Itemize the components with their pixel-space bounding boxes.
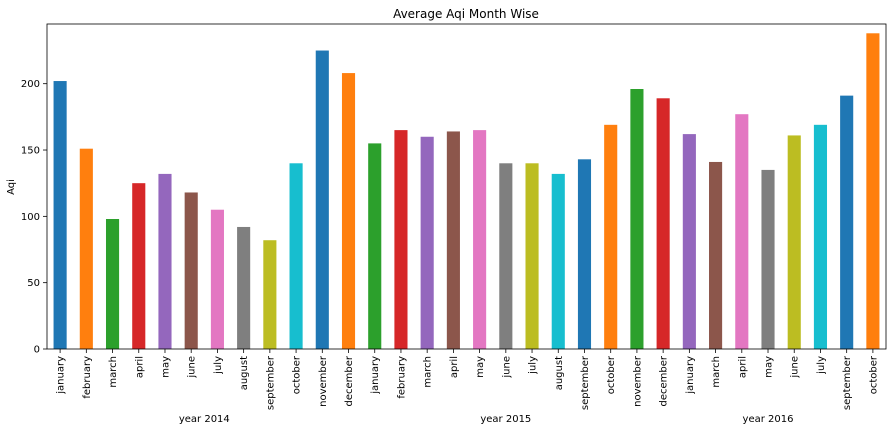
bar-1 (53, 81, 67, 349)
bars-group (53, 33, 880, 349)
bar-8 (237, 226, 251, 349)
x-axis-ticks: january february march april may june july augu… (56, 349, 879, 410)
x-tick-label: april (737, 356, 748, 378)
x-tick-label: december (659, 355, 670, 406)
bar-6 (184, 192, 198, 349)
x-tick-label: june (501, 356, 512, 379)
x-tick-label: december (344, 355, 355, 406)
y-tick-label: 200 (21, 79, 40, 90)
x-tick-label: march (423, 356, 434, 388)
year-group-label: year 2014 (179, 414, 230, 425)
bar-26 (709, 161, 723, 349)
x-tick-label: april (134, 356, 145, 378)
bar-23 (630, 89, 644, 349)
y-tick-label: 0 (34, 345, 40, 356)
y-tick-label: 150 (21, 146, 40, 157)
x-tick-label: may (475, 356, 486, 378)
bar-16 (446, 131, 460, 349)
bar-10 (289, 163, 303, 349)
bar-21 (577, 159, 592, 349)
y-tick-label: 50 (27, 278, 40, 289)
x-tick-label: may (764, 356, 775, 378)
x-tick-label: february (396, 356, 407, 399)
x-tick-label: june (187, 356, 198, 379)
x-tick-label: january (56, 356, 67, 395)
x-tick-label: april (449, 356, 460, 378)
bar-32 (866, 33, 880, 349)
x-tick-label: november (318, 355, 329, 407)
x-tick-label: november (632, 355, 643, 407)
bar-19 (525, 163, 539, 349)
x-tick-label: july (213, 356, 224, 375)
bar-12 (341, 73, 356, 349)
chart-title: Average Aqi Month Wise (393, 7, 539, 21)
bar-7 (210, 209, 224, 349)
bar-2 (79, 148, 93, 349)
bar-30 (813, 124, 828, 349)
y-tick-label: 100 (21, 212, 40, 223)
x-tick-label: august (239, 356, 250, 390)
bar-11 (315, 50, 329, 349)
bar-15 (420, 136, 434, 349)
y-axis-label: Aqi (6, 179, 17, 195)
bar-25 (682, 134, 696, 349)
x-tick-label: march (108, 356, 119, 388)
bar-18 (499, 163, 513, 349)
x-tick-label: february (82, 356, 93, 399)
bar-4 (132, 183, 146, 349)
x-tick-label: june (790, 356, 801, 379)
y-axis-ticks: 0 50 100 150 200 (21, 79, 47, 356)
bar-31 (840, 95, 854, 349)
x-tick-label: july (528, 356, 539, 375)
x-tick-label: july (816, 356, 827, 375)
bar-9 (263, 240, 277, 349)
x-tick-label: september (842, 355, 853, 410)
bar-14 (394, 130, 408, 349)
x-tick-label: october (868, 355, 879, 394)
plot-frame (46, 23, 887, 350)
x-tick-label: august (554, 356, 565, 390)
bar-20 (551, 173, 565, 349)
year-group-label: year 2015 (480, 414, 531, 425)
x-tick-label: september (580, 355, 591, 410)
bar-27 (735, 114, 749, 349)
bar-13 (368, 143, 382, 349)
x-tick-label: march (711, 356, 722, 388)
x-tick-label: october (292, 355, 303, 394)
x-tick-label: may (160, 356, 171, 378)
x-tick-label: january (685, 356, 696, 395)
bar-29 (787, 135, 801, 349)
bar-5 (158, 173, 172, 349)
bar-24 (656, 98, 670, 349)
x-tick-label: october (606, 355, 617, 394)
bar-17 (473, 130, 487, 349)
bar-3 (105, 219, 120, 349)
year-group-label: year 2016 (743, 414, 794, 425)
x-tick-label: january (370, 356, 381, 395)
bar-22 (604, 124, 618, 349)
x-tick-label: september (265, 355, 276, 410)
bar-28 (761, 169, 775, 349)
year-group-labels: year 2014 year 2015 year 2016 (179, 414, 794, 425)
